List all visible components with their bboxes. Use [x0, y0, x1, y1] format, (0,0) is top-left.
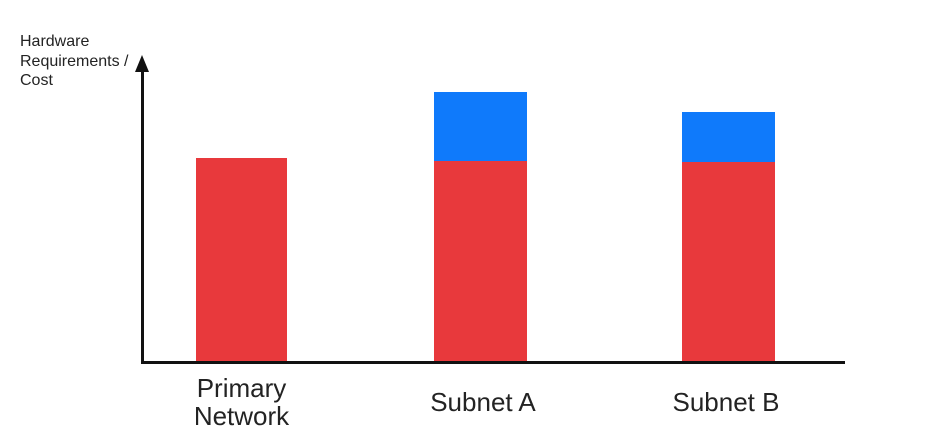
y-axis-label-line-2: Requirements / [20, 52, 129, 70]
bar-segment-red-base [434, 161, 527, 363]
y-axis-label-line-3: Cost [20, 72, 53, 89]
y-axis-label-line-1: Hardware [20, 33, 90, 50]
bars-group [196, 92, 775, 363]
x-axis-line [141, 361, 845, 364]
bar-primary-network [196, 158, 287, 363]
y-axis-label: Hardware Requirements / Cost [20, 32, 129, 91]
bar-subnet-b [682, 112, 775, 363]
bar-subnet-a [434, 92, 527, 363]
bar-segment-blue-additional [682, 112, 775, 162]
category-label-subnet-b: Subnet B [672, 387, 780, 417]
y-axis-line [141, 62, 144, 363]
bar-segment-red-base [682, 162, 775, 363]
category-label-primary-network: Primary Network [193, 373, 290, 431]
category-label-subnet-a: Subnet A [430, 387, 536, 417]
bar-segment-blue-additional [434, 92, 527, 161]
bar-segment-red-base [196, 158, 287, 363]
